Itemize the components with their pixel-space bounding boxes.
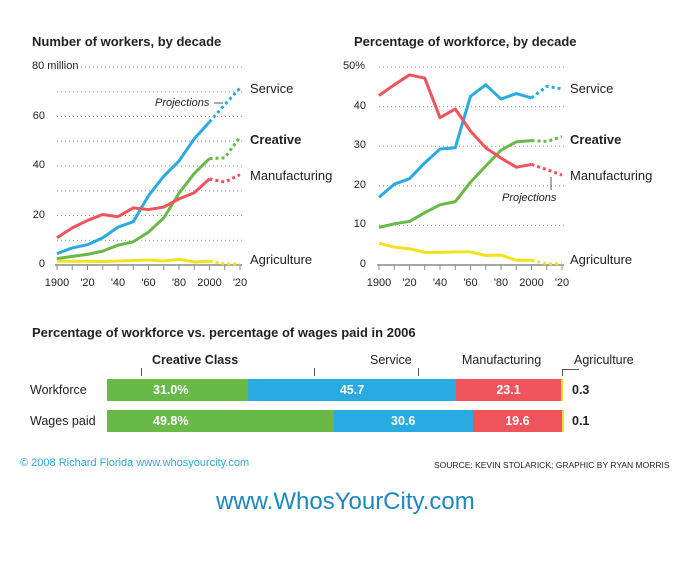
projection-service: [530, 84, 563, 100]
y-tick-label: 20: [353, 178, 366, 191]
line-charts: [55, 66, 564, 270]
series-label-agriculture: Agriculture: [250, 252, 313, 267]
bar-segment-manufacturing: 19.6: [472, 410, 562, 432]
line-creative: [378, 139, 532, 229]
projection-creative: [209, 136, 242, 161]
bar-value-label: 49.8%: [153, 414, 189, 428]
bar-value-label: 23.1: [496, 383, 521, 397]
x-tick-label: 1900: [44, 277, 70, 289]
line-manufacturing: [56, 177, 211, 240]
x-tick-label: '40: [432, 277, 448, 289]
bar-chart-title: Percentage of workforce vs. percentage o…: [32, 325, 416, 340]
line-service: [56, 120, 211, 256]
series-label-creative: Creative: [570, 132, 622, 147]
bar-header-3: Agriculture: [574, 353, 634, 367]
bar-segment-creative-class: 31.0%: [107, 379, 249, 401]
y-tick-label: 10: [353, 218, 366, 231]
series-label-manufacturing: Manufacturing: [250, 168, 333, 183]
projection-service: [208, 87, 242, 123]
bar-row-label: Wages paid: [30, 414, 96, 428]
projection-manufacturing: [209, 173, 241, 184]
y-tick-label: 60: [32, 109, 45, 122]
header-leader: [141, 368, 142, 376]
projections-note: Projections: [502, 192, 557, 204]
projection-agriculture: [209, 259, 241, 266]
y-tick-label: 0: [359, 258, 366, 270]
site-link[interactable]: www.WhosYourCity.com: [216, 488, 475, 515]
projection-manufacturing: [531, 162, 563, 177]
y-tick-label: 40: [353, 99, 366, 112]
x-tick-label: '40: [110, 277, 126, 289]
y-tick-label: 20: [32, 208, 45, 221]
chart1-title: Number of workers, by decade: [32, 34, 222, 49]
bar-value-label-agriculture: 0.1: [572, 414, 590, 428]
bar-segment-service: 30.6: [333, 410, 473, 432]
line-agriculture: [56, 257, 210, 264]
bar-segment-manufacturing: 23.1: [455, 379, 562, 401]
bar-segment-agriculture: [561, 379, 563, 401]
line-manufacturing: [378, 73, 532, 169]
bar-value-label-agriculture: 0.3: [572, 383, 590, 397]
x-tick-label: '80: [493, 277, 509, 289]
projection-agriculture: [531, 258, 562, 266]
series-label-creative: Creative: [250, 132, 302, 147]
bar-segment-service: 45.7: [248, 379, 456, 401]
x-tick-label: '60: [141, 277, 156, 289]
bar-segment-creative-class: 49.8%: [107, 410, 334, 432]
x-tick-label: '20: [402, 277, 417, 289]
line-service: [378, 83, 532, 199]
series-label-manufacturing: Manufacturing: [570, 168, 653, 183]
bar-value-label: 30.6: [391, 414, 416, 428]
header-leader: [314, 368, 315, 376]
x-tick-label: 2000: [519, 277, 544, 289]
y-tick-label: 0: [38, 258, 45, 270]
source-credit: SOURCE: KEVIN STOLARICK; GRAPHIC BY RYAN…: [434, 460, 670, 470]
x-tick-label: '60: [463, 277, 478, 289]
y-tick-label: 30: [353, 139, 366, 152]
chart2-title: Percentage of workforce, by decade: [354, 34, 577, 49]
line-creative: [56, 157, 211, 261]
bar-header-1: Service: [370, 353, 412, 367]
x-tick-label: '20: [554, 277, 570, 289]
x-tick-label: 1900: [366, 277, 392, 289]
y-tick-label: 50%: [343, 60, 366, 72]
bar-segment-agriculture: [562, 410, 564, 432]
bar-value-label: 31.0%: [153, 383, 189, 397]
series-label-service: Service: [570, 81, 614, 96]
series-label-service: Service: [250, 81, 294, 96]
bar-header-0: Creative Class: [152, 353, 239, 367]
x-tick-label: '20: [80, 277, 95, 289]
y-tick-label: 40: [32, 159, 45, 171]
bar-value-label: 19.6: [505, 414, 530, 428]
bar-value-label: 45.7: [339, 383, 365, 397]
header-leader: [418, 368, 419, 376]
projections-note: Projections: [155, 97, 210, 109]
x-tick-label: '80: [171, 277, 187, 289]
series-label-agriculture: Agriculture: [570, 252, 633, 267]
x-tick-label: 2000: [197, 277, 222, 289]
projection-creative: [531, 135, 563, 143]
x-tick-label: '20: [232, 277, 248, 289]
header-leader: [562, 369, 579, 376]
copyright: © 2008 Richard Florida www.whosyourcity.…: [20, 457, 250, 469]
line-agriculture: [378, 241, 532, 262]
bar-row-label: Workforce: [30, 383, 87, 397]
y-tick-label: 80 million: [32, 60, 82, 72]
bar-header-2: Manufacturing: [462, 353, 542, 367]
